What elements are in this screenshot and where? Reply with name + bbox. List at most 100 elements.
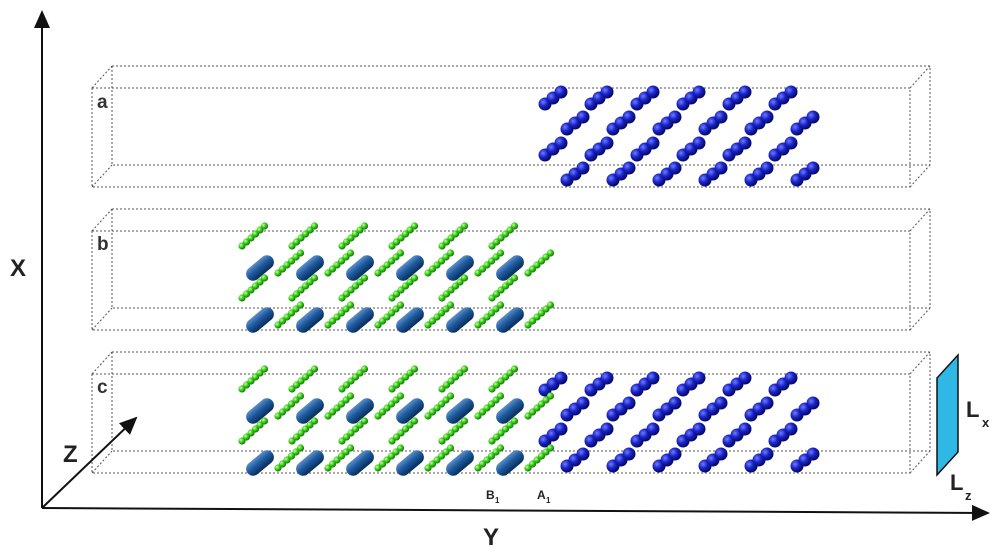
capsule: [396, 398, 424, 424]
atom: [760, 447, 774, 461]
atom: [396, 249, 405, 257]
capsule: [296, 255, 324, 281]
atom: [446, 392, 455, 400]
atom: [346, 444, 355, 452]
atom: [622, 447, 636, 461]
atom: [692, 136, 706, 150]
atom: [668, 161, 682, 175]
atom: [738, 85, 752, 99]
atom: [554, 136, 568, 150]
atom: [546, 301, 555, 309]
atom: [738, 371, 752, 385]
atom: [310, 417, 319, 425]
atom: [396, 392, 405, 400]
atom: [784, 422, 798, 436]
atom: [496, 392, 505, 400]
atom: [554, 371, 568, 385]
panel-label: a: [97, 92, 108, 113]
capsule: [496, 398, 524, 424]
atom: [296, 444, 305, 452]
capsule: [496, 307, 524, 333]
atom: [692, 371, 706, 385]
atom: [784, 371, 798, 385]
capsule: [446, 255, 474, 281]
box-outline: [91, 65, 931, 188]
atom: [622, 396, 636, 410]
atom: [510, 417, 519, 425]
atom: [496, 444, 505, 452]
cross-section: [936, 353, 959, 477]
atom: [600, 371, 614, 385]
capsule: [246, 450, 274, 476]
box-outline: [91, 208, 931, 331]
atom: [296, 301, 305, 309]
atom: [600, 85, 614, 99]
capsule: [346, 307, 374, 333]
marker-label: B: [486, 488, 495, 502]
box-outline: [91, 351, 931, 474]
atom: [646, 136, 660, 150]
atom: [446, 444, 455, 452]
atom: [310, 365, 319, 373]
marker-subscript: 1: [546, 496, 551, 505]
atom: [738, 136, 752, 150]
atom: [622, 161, 636, 175]
atom: [446, 301, 455, 309]
atom: [784, 136, 798, 150]
capsule: [296, 307, 324, 333]
atom: [260, 365, 269, 373]
atom: [460, 274, 469, 282]
capsule: [396, 255, 424, 281]
atom: [260, 274, 269, 282]
atom: [738, 422, 752, 436]
atom: [646, 422, 660, 436]
atom: [554, 422, 568, 436]
capsule: [246, 398, 274, 424]
atom: [784, 85, 798, 99]
atom: [496, 249, 505, 257]
capsule: [446, 307, 474, 333]
atom: [546, 392, 555, 400]
capsule: [396, 450, 424, 476]
atom: [410, 417, 419, 425]
atom: [360, 274, 369, 282]
atom: [360, 222, 369, 230]
panel-label: b: [97, 234, 109, 255]
atom: [510, 365, 519, 373]
capsule: [496, 255, 524, 281]
atom: [310, 274, 319, 282]
marker-subscript: 1: [495, 496, 500, 505]
axis-label: Y: [483, 524, 499, 551]
atom: [576, 396, 590, 410]
atom: [460, 417, 469, 425]
atom: [346, 249, 355, 257]
atom: [576, 110, 590, 124]
atom: [410, 274, 419, 282]
atom: [546, 444, 555, 452]
capsule: [346, 450, 374, 476]
capsule: [346, 255, 374, 281]
panel-label: c: [97, 377, 108, 398]
capsule: [496, 450, 524, 476]
atom: [410, 365, 419, 373]
atom: [692, 422, 706, 436]
atom: [806, 396, 820, 410]
atom: [600, 136, 614, 150]
atom: [346, 301, 355, 309]
dimension-subscript: x: [982, 415, 990, 430]
atom: [668, 396, 682, 410]
z-axis: [41, 416, 138, 509]
atom: [360, 417, 369, 425]
atom: [310, 222, 319, 230]
atom: [360, 365, 369, 373]
atom: [760, 396, 774, 410]
atom: [546, 249, 555, 257]
capsule: [446, 398, 474, 424]
atom: [692, 85, 706, 99]
atom: [806, 161, 820, 175]
atom: [760, 110, 774, 124]
atom: [806, 110, 820, 124]
capsule: [296, 450, 324, 476]
atom: [668, 110, 682, 124]
